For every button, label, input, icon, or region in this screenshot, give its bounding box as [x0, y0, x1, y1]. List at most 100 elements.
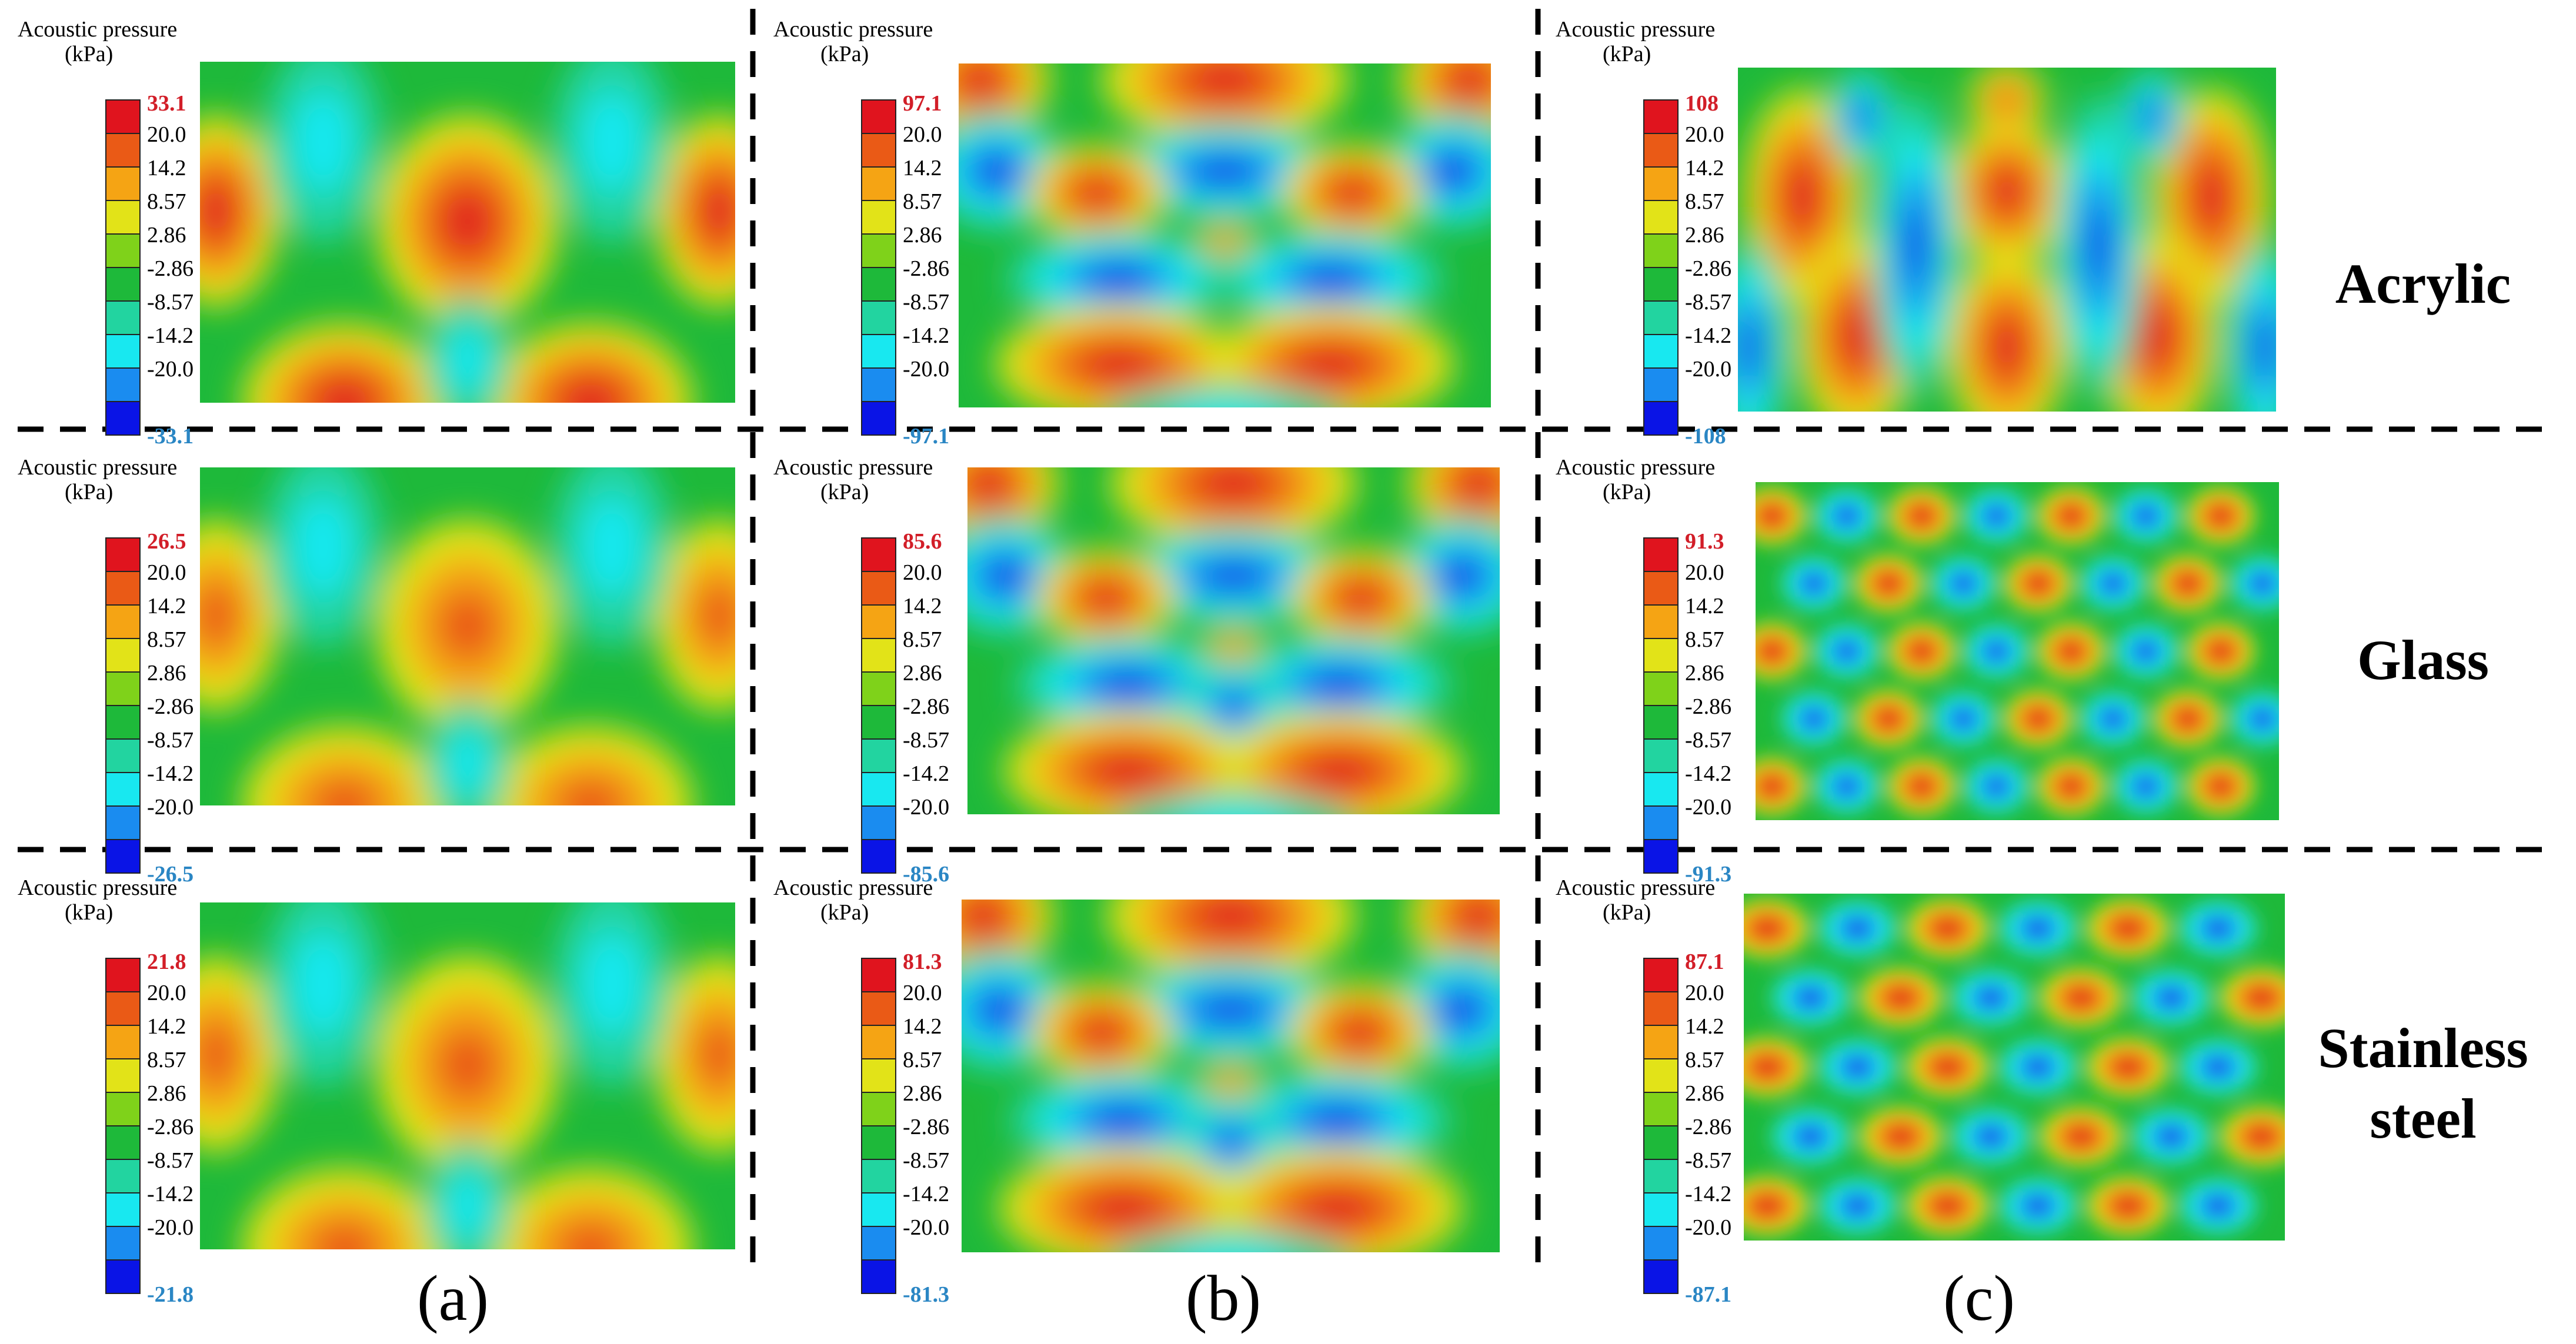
legend-unit: (kPa): [820, 900, 869, 925]
pressure-region: [1992, 172, 2022, 210]
legend-tick-label: -2.86: [903, 694, 949, 719]
pressure-region: [1201, 997, 1260, 1022]
pressure-region: [1084, 1019, 1119, 1045]
legend-swatch: [861, 99, 896, 134]
pressure-region: [311, 1222, 379, 1249]
legend-tick-label: 2.86: [1685, 223, 1724, 248]
pressure-region: [1805, 576, 1823, 591]
legend-tick-label: -14.2: [147, 323, 193, 348]
legend-swatch: [1643, 267, 1679, 302]
pressure-region: [1099, 672, 1156, 697]
legend-swatch: [861, 772, 896, 807]
legend-tick-label: 14.2: [903, 156, 942, 180]
legend-swatch: [105, 233, 141, 268]
legend-swatch: [861, 1192, 896, 1227]
legend-2: Acoustic pressure(kPa) 108 20.0 14.2 8.57 2.8…: [1556, 17, 1731, 449]
legend-tick-label: 2.86: [1685, 661, 1724, 686]
legend-tick-label: -20.0: [903, 795, 949, 820]
legend-swatch: [105, 334, 141, 369]
legend-swatch: [861, 300, 896, 335]
legend-max-label: 26.5: [147, 529, 186, 554]
pressure-region: [556, 779, 625, 805]
legend-title: Acoustic pressure: [18, 455, 177, 480]
legend-swatch: [861, 1025, 896, 1059]
legend-tick-label: -8.57: [147, 290, 193, 315]
pressure-region: [1838, 509, 1856, 523]
pressure-region: [446, 328, 489, 392]
pressure-region: [1988, 644, 2005, 658]
pressure-region: [1088, 585, 1123, 610]
legend-swatch: [861, 401, 896, 436]
legend-tick-label: 2.86: [147, 1081, 186, 1106]
legend-tick-label: 20.0: [1685, 122, 1724, 147]
pressure-region: [582, 91, 642, 193]
legend-tick-label: -20.0: [147, 1215, 193, 1240]
contour-plot-r2c2: [1744, 894, 2285, 1241]
pressure-region: [446, 731, 489, 795]
pressure-region: [2161, 1129, 2182, 1144]
legend-swatch: [105, 1226, 141, 1261]
legend-tick-label: 8.57: [1685, 627, 1724, 652]
legend-swatch: [105, 958, 141, 992]
legend-swatch: [1643, 1125, 1679, 1160]
pressure-region: [2179, 576, 2197, 591]
legend-max-label: 91.3: [1685, 529, 1724, 554]
legend-swatch: [861, 1125, 896, 1160]
pressure-region: [703, 186, 735, 235]
legend-swatch: [1643, 99, 1679, 134]
pressure-region: [1937, 921, 1958, 936]
pressure-region: [1309, 755, 1371, 786]
legend-tick-label: -8.57: [903, 1148, 949, 1173]
legend-unit: (kPa): [1603, 42, 1651, 66]
legend-1: Acoustic pressure(kPa) 97.1 20.0 14.2 8.57 2.…: [773, 17, 949, 449]
pressure-region: [1171, 399, 1279, 407]
pressure-region: [1079, 180, 1115, 205]
pressure-region: [2251, 990, 2272, 1005]
legend-tick-label: -20.0: [147, 357, 193, 382]
pressure-region: [962, 65, 997, 95]
legend-tick-label: -20.0: [903, 357, 949, 382]
pressure-region: [1087, 349, 1149, 380]
pressure-region: [311, 779, 379, 805]
pressure-region: [293, 91, 353, 193]
legend-swatch: [861, 705, 896, 740]
pressure-region: [1312, 672, 1369, 697]
legend-swatch: [861, 571, 896, 606]
legend-max-label: 87.1: [1685, 950, 1724, 974]
pressure-region: [1180, 806, 1287, 814]
legend-swatch: [105, 99, 141, 134]
pressure-region: [1220, 695, 1247, 717]
legend-max-label: 97.1: [903, 91, 942, 116]
pressure-region: [1988, 779, 2005, 794]
legend-max-label: 81.3: [903, 950, 942, 974]
legend-swatch: [105, 705, 141, 740]
legend-swatch: [105, 1259, 141, 1294]
pressure-region: [1115, 1230, 1347, 1252]
legend-tick-label: -2.86: [1685, 256, 1731, 281]
pressure-region: [2197, 169, 2227, 224]
legend-swatch: [1643, 772, 1679, 807]
contour-plot-r0c0: [200, 62, 735, 403]
pressure-region: [1119, 793, 1349, 814]
legend-unit: (kPa): [1603, 900, 1651, 925]
pressure-region: [437, 1029, 498, 1102]
pressure-region: [556, 1222, 625, 1249]
pressure-region: [1300, 349, 1362, 380]
pressure-region: [1890, 990, 1911, 1005]
pressure-region: [1739, 320, 1759, 375]
legend-min-label: -33.1: [147, 424, 193, 449]
pressure-region: [319, 383, 370, 403]
legend-swatch: [1643, 1192, 1679, 1227]
pressure-region: [1436, 156, 1471, 186]
legend-swatch: [1643, 1159, 1679, 1193]
pressure-region: [1092, 1193, 1154, 1223]
pressure-region: [1460, 901, 1496, 931]
pressure-region: [1904, 207, 1927, 283]
legend-title: Acoustic pressure: [1556, 17, 1715, 42]
legend-tick-label: -14.2: [903, 761, 949, 786]
pressure-region: [965, 901, 1001, 931]
legend-tick-label: 20.0: [147, 560, 186, 585]
legend-min-label: -108: [1685, 424, 1726, 449]
legend-swatch: [861, 1226, 896, 1261]
pressure-region: [1955, 711, 1972, 726]
